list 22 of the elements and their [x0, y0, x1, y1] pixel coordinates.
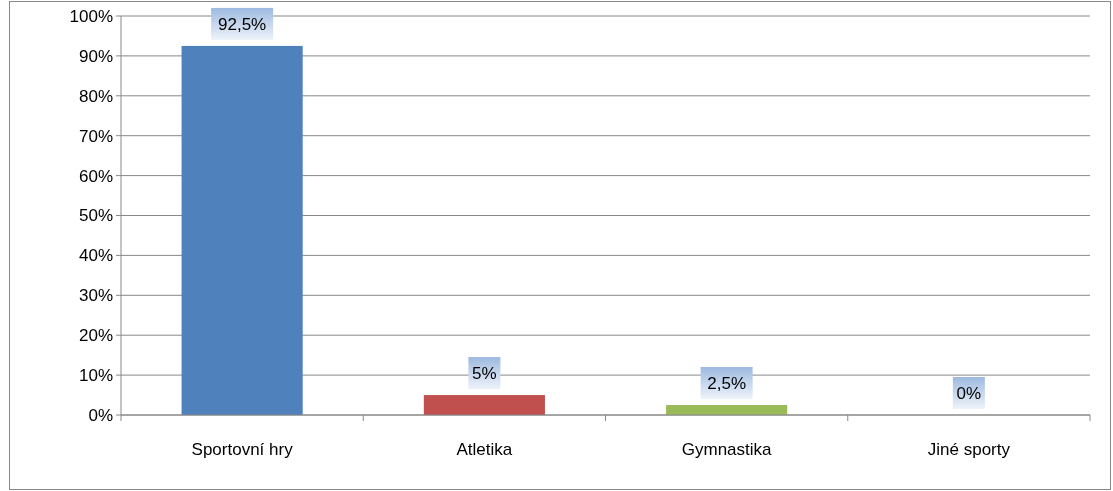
bar	[181, 45, 303, 415]
x-tick-label: Atletika	[456, 440, 513, 459]
y-tick-label: 30%	[78, 286, 113, 306]
data-label: 0%	[956, 383, 982, 403]
y-tick-label: 20%	[78, 326, 113, 346]
x-tick-label: Sportovní hry	[191, 440, 294, 459]
y-tick-label: 50%	[78, 206, 113, 226]
x-tick-label: Jiné sporty	[927, 440, 1011, 459]
y-tick-label: 0%	[88, 405, 113, 425]
y-tick-label: 70%	[78, 126, 113, 146]
y-tick-label: 10%	[78, 366, 113, 386]
data-label: 5%	[472, 364, 497, 383]
y-tick-label: 60%	[78, 166, 113, 186]
y-tick-label: 40%	[78, 246, 113, 266]
x-tick-label: Gymnastika	[681, 440, 773, 459]
y-tick-label: 90%	[78, 46, 113, 66]
y-tick-label: 100%	[69, 6, 113, 26]
data-label: 2,5%	[707, 373, 746, 393]
data-label: 92,5%	[218, 14, 267, 34]
y-tick-label: 80%	[78, 86, 113, 106]
bar	[666, 405, 788, 415]
bar	[423, 395, 545, 415]
